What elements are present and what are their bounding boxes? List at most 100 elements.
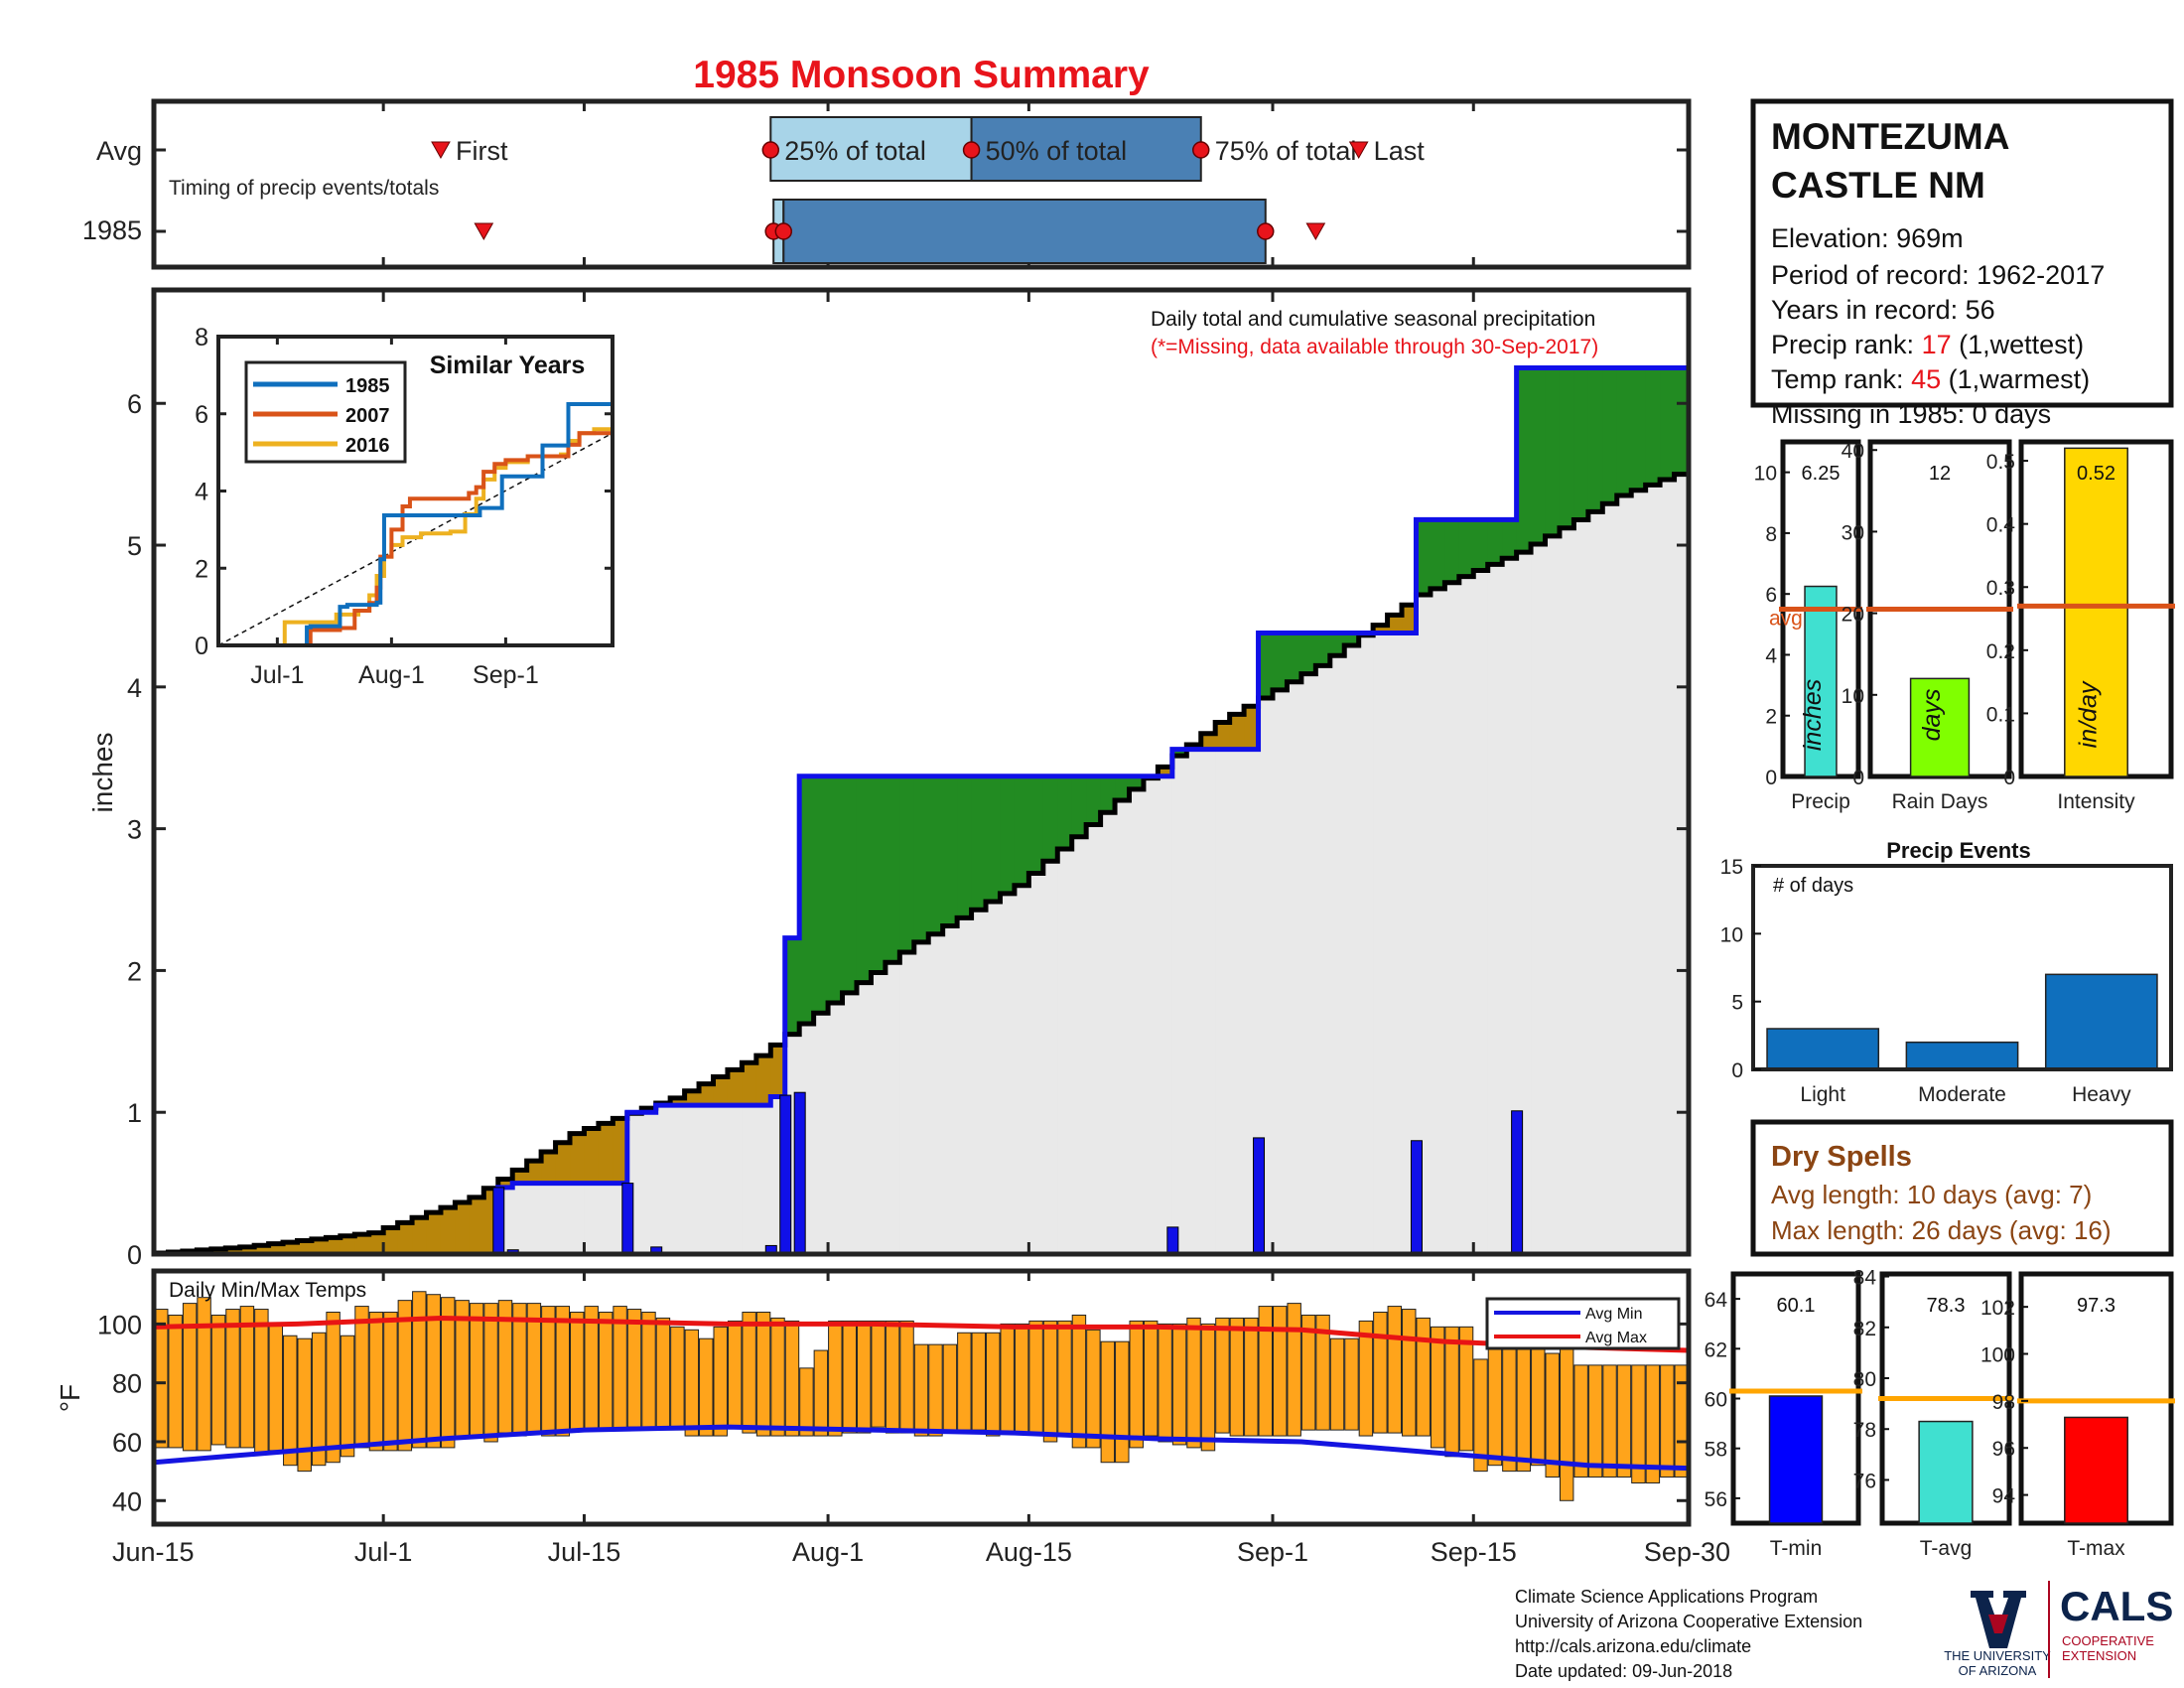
above-avg-fill bbox=[1602, 367, 1618, 504]
rain-days-panel-ytick-label: 0 bbox=[1852, 767, 1864, 789]
daily-temp-bar bbox=[210, 1314, 226, 1446]
avg-last-label: Last bbox=[1374, 136, 1426, 166]
avg-first-label: First bbox=[456, 136, 508, 166]
daily-temp-bar bbox=[1200, 1323, 1216, 1452]
avg-timing-bar-25-50 bbox=[769, 116, 973, 182]
cum-gray-fill bbox=[928, 933, 944, 1254]
cum-gray-fill bbox=[684, 1105, 700, 1254]
daily-temp-bar bbox=[899, 1320, 914, 1434]
above-avg-fill bbox=[813, 775, 829, 1014]
page-title: 1985 Monsoon Summary bbox=[693, 54, 1150, 96]
avg-first-marker-icon bbox=[431, 141, 451, 160]
cum-gray-fill bbox=[1186, 749, 1202, 1254]
legend-avg-min-label: Avg Min bbox=[1585, 1306, 1643, 1323]
daily-temp-bar bbox=[440, 1297, 456, 1449]
above-avg-fill bbox=[1674, 367, 1689, 475]
event-category-label: Light bbox=[1800, 1083, 1845, 1106]
temp-rank-label: Temp rank: bbox=[1771, 364, 1911, 394]
daily-temp-bar bbox=[1430, 1326, 1445, 1449]
cum-gray-fill bbox=[1215, 749, 1231, 1254]
events-frame bbox=[1751, 864, 2173, 1071]
event-category-label: Moderate bbox=[1918, 1083, 2006, 1106]
daily-temp-bar bbox=[1287, 1303, 1301, 1437]
ua-name-line1: THE UNIVERSITY bbox=[1944, 1648, 2051, 1663]
above-avg-fill bbox=[1115, 775, 1131, 801]
daily-temp-bar bbox=[1502, 1340, 1517, 1473]
above-avg-fill bbox=[1444, 519, 1460, 583]
above-avg-fill bbox=[1645, 367, 1661, 486]
cum-gray-fill bbox=[1042, 861, 1058, 1254]
temps-ytick-label: 60 bbox=[112, 1428, 142, 1458]
daily-temp-bar bbox=[684, 1329, 700, 1437]
tavg-panel-bar bbox=[1918, 1420, 1974, 1524]
above-avg-fill bbox=[1028, 775, 1044, 874]
tmax-panel-bar bbox=[2064, 1416, 2128, 1524]
temps-ytick-label: 80 bbox=[112, 1369, 142, 1399]
cum-gray-fill bbox=[1086, 824, 1102, 1254]
daily-temp-bar bbox=[799, 1367, 814, 1437]
tmin-panel-bar bbox=[1768, 1395, 1824, 1524]
cum-gray-fill bbox=[942, 925, 958, 1254]
precip-panel-ytick-label: 10 bbox=[1754, 463, 1777, 486]
daily-temp-bar bbox=[971, 1332, 987, 1431]
daily-temp-bar bbox=[1042, 1320, 1058, 1443]
temps-ytick-label: 100 bbox=[97, 1310, 142, 1339]
below-avg-fill bbox=[1402, 605, 1418, 633]
above-avg-fill bbox=[1000, 775, 1016, 894]
daily-temp-bar bbox=[340, 1335, 355, 1458]
cum-gray-fill bbox=[1660, 479, 1676, 1254]
year-cumulative-line bbox=[154, 365, 1689, 1254]
below-avg-fill bbox=[512, 1170, 528, 1184]
above-avg-fill bbox=[1516, 367, 1532, 553]
cum-gray-fill bbox=[1545, 535, 1561, 1254]
events-ytick-label: 15 bbox=[1720, 856, 1743, 879]
precip-panel-label: Precip bbox=[1791, 790, 1850, 813]
below-avg-fill bbox=[1244, 706, 1260, 750]
avg-timing-bar-50-75 bbox=[970, 116, 1202, 182]
daily-temp-bar bbox=[469, 1303, 484, 1437]
daily-temp-bar bbox=[727, 1320, 743, 1428]
daily-precip-bar bbox=[621, 1183, 634, 1254]
rain-days-panel-ytick-label: 30 bbox=[1842, 521, 1864, 544]
daily-temp-bar bbox=[368, 1312, 384, 1452]
daily-temp-bar bbox=[239, 1306, 255, 1449]
intensity-panel-unit: in/day bbox=[2075, 680, 2103, 748]
inset-title: Similar Years bbox=[430, 352, 586, 379]
events-ytick-label: 10 bbox=[1720, 923, 1743, 946]
cum-gray-fill bbox=[1300, 673, 1316, 1254]
avg-25pct-label: 25% of total bbox=[784, 136, 926, 166]
inset-ytick-label: 6 bbox=[195, 401, 208, 429]
cum-gray-fill bbox=[1344, 645, 1360, 1254]
cum-gray-fill bbox=[828, 1003, 844, 1254]
cals-sub-line2: EXTENSION bbox=[2062, 1648, 2136, 1663]
timing-panel: Avg 1985 Timing of precip events/totals … bbox=[82, 98, 1692, 270]
above-avg-fill bbox=[1487, 519, 1503, 565]
tmax-panel-label: T-max bbox=[2067, 1537, 2125, 1560]
intensity-panel-ytick-label: 0 bbox=[2003, 767, 2015, 789]
ua-name-line2: OF ARIZONA bbox=[1959, 1663, 2037, 1678]
daily-temp-bar bbox=[483, 1303, 498, 1443]
above-avg-fill bbox=[871, 775, 887, 973]
above-avg-fill bbox=[1344, 633, 1360, 646]
daily-temp-bar bbox=[283, 1335, 298, 1467]
inset-ytick-label: 4 bbox=[195, 479, 208, 506]
below-avg-fill bbox=[311, 1238, 327, 1254]
avg-25pct-marker bbox=[761, 141, 780, 159]
below-avg-fill bbox=[497, 1179, 513, 1188]
daily-temp-bar bbox=[1272, 1306, 1288, 1437]
daily-temp-bar bbox=[168, 1314, 183, 1449]
cum-gray-fill bbox=[1487, 564, 1503, 1254]
above-avg-fill bbox=[899, 775, 915, 953]
above-avg-fill bbox=[971, 775, 987, 911]
main-ylabel: inches bbox=[87, 733, 118, 813]
above-avg-fill bbox=[1616, 367, 1632, 496]
daily-temp-bar bbox=[1444, 1326, 1459, 1458]
cum-gray-fill bbox=[1444, 582, 1460, 1254]
precip-panel-ytick-label: 8 bbox=[1765, 523, 1777, 546]
daily-temp-bar bbox=[1115, 1340, 1130, 1464]
footer-url[interactable]: http://cals.arizona.edu/climate bbox=[1515, 1636, 1751, 1656]
cum-gray-fill bbox=[1416, 595, 1432, 1254]
daily-temp-bar bbox=[598, 1312, 614, 1431]
temp-rank-value: 45 bbox=[1911, 364, 1941, 394]
daily-temp-bar bbox=[1171, 1323, 1187, 1446]
